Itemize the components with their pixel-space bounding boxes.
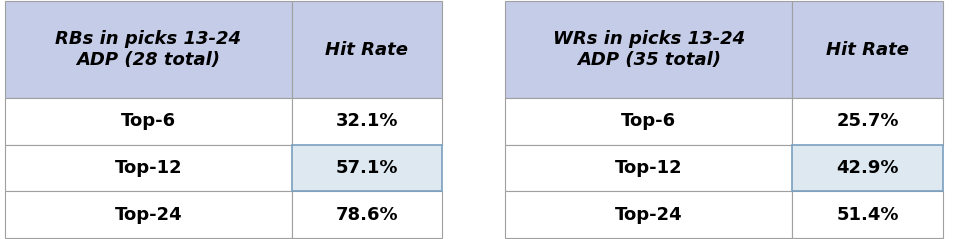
Bar — [5, 191, 292, 238]
Bar — [505, 98, 792, 145]
Bar — [292, 145, 442, 191]
Bar — [5, 145, 292, 191]
Text: Hit Rate: Hit Rate — [826, 41, 909, 59]
Bar — [292, 191, 442, 238]
Bar — [505, 191, 792, 238]
Text: RBs in picks 13-24
ADP (28 total): RBs in picks 13-24 ADP (28 total) — [55, 30, 241, 69]
Text: 25.7%: 25.7% — [836, 113, 899, 130]
Text: 51.4%: 51.4% — [836, 206, 899, 223]
Bar — [792, 98, 943, 145]
Bar — [792, 145, 943, 191]
Bar — [792, 191, 943, 238]
Bar — [505, 145, 792, 191]
Bar — [5, 1, 292, 98]
Text: 78.6%: 78.6% — [335, 206, 399, 223]
Text: Hit Rate: Hit Rate — [326, 41, 408, 59]
Text: WRs in picks 13-24
ADP (35 total): WRs in picks 13-24 ADP (35 total) — [553, 30, 745, 69]
Text: 32.1%: 32.1% — [335, 113, 399, 130]
Text: 57.1%: 57.1% — [335, 159, 399, 177]
Bar — [505, 1, 792, 98]
Bar — [292, 1, 442, 98]
Text: Top-12: Top-12 — [115, 159, 182, 177]
Text: 42.9%: 42.9% — [836, 159, 899, 177]
Bar — [292, 98, 442, 145]
Text: Top-24: Top-24 — [615, 206, 682, 223]
Bar — [5, 98, 292, 145]
Bar — [792, 1, 943, 98]
Text: Top-24: Top-24 — [115, 206, 182, 223]
Text: Top-6: Top-6 — [621, 113, 677, 130]
Text: Top-12: Top-12 — [615, 159, 682, 177]
Text: Top-6: Top-6 — [121, 113, 176, 130]
